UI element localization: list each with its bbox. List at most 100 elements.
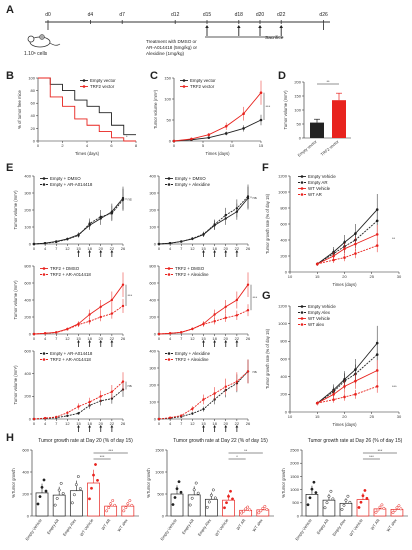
data-point bbox=[246, 505, 250, 509]
data-point bbox=[66, 328, 69, 331]
series-line-1 bbox=[316, 209, 378, 265]
y-tick-label: 300 bbox=[24, 190, 31, 195]
data-point bbox=[77, 323, 80, 326]
panel-label-h: H bbox=[6, 432, 14, 444]
data-point bbox=[121, 304, 125, 308]
data-point bbox=[55, 496, 59, 500]
data-point bbox=[342, 503, 346, 507]
stat-label: *** bbox=[369, 454, 374, 459]
data-point bbox=[354, 379, 357, 383]
x-tick-label: 20 bbox=[99, 336, 104, 341]
y-tick-label: 2000 bbox=[290, 461, 300, 466]
y-tick-label: 2500 bbox=[290, 447, 300, 452]
chart-g: 0 200 400 600 800 1000 1200 10 15 20 25 30 Tumor gro… bbox=[265, 303, 402, 427]
data-point bbox=[76, 475, 80, 478]
stat-label: *** bbox=[128, 293, 133, 298]
y-tick-label: 200 bbox=[149, 314, 156, 319]
x-tick-label: 10 bbox=[288, 414, 293, 419]
bar bbox=[332, 100, 346, 138]
bar bbox=[104, 505, 118, 517]
chart-f: 0 200 400 600 800 1000 1200 10 15 20 25 30 Tumor gro… bbox=[265, 173, 402, 287]
y-tick-label: 150 bbox=[164, 75, 171, 80]
data-point bbox=[190, 496, 194, 500]
x-tick-label: WT alex bbox=[116, 518, 128, 533]
data-point bbox=[363, 489, 367, 492]
x-tick-label: 0 bbox=[37, 143, 40, 148]
y-tick-label: 800 bbox=[24, 263, 31, 268]
x-tick-label: 26 bbox=[121, 246, 126, 251]
y-tick-label: 100 bbox=[24, 224, 31, 229]
x-tick-label: 0 bbox=[33, 246, 36, 251]
x-tick-label: 25 bbox=[370, 274, 375, 279]
data-point bbox=[374, 510, 378, 514]
x-tick-label: 10 bbox=[230, 143, 235, 148]
data-point bbox=[92, 473, 95, 477]
chart-e2: 0 100 200 300 400 0 4 7 12 15 18 20 22 26 Empty + DMSO… bbox=[149, 173, 257, 257]
treatment-arrowhead bbox=[99, 250, 103, 253]
x-tick-label: 15 bbox=[76, 421, 81, 426]
data-point bbox=[177, 480, 181, 484]
data-point bbox=[57, 488, 61, 492]
data-point bbox=[213, 313, 216, 316]
treatment-arrowhead bbox=[205, 25, 209, 28]
y-tick-label: 600 bbox=[22, 447, 29, 452]
x-tick-label: 20 bbox=[99, 421, 104, 426]
data-point bbox=[66, 414, 69, 418]
data-point bbox=[382, 506, 386, 510]
data-point bbox=[378, 505, 382, 509]
stat-label: ** bbox=[392, 236, 396, 241]
panel-label-c: C bbox=[150, 70, 158, 82]
treatment-arrowhead bbox=[99, 425, 103, 428]
x-tick-label: Empty AR bbox=[181, 518, 195, 536]
data-point bbox=[32, 417, 36, 421]
y-tick-label: 200 bbox=[149, 382, 156, 387]
data-point bbox=[90, 486, 93, 490]
y-tick-label: 0 bbox=[29, 331, 32, 336]
legend-marker bbox=[300, 323, 304, 326]
chart-e3: 0 200 400 600 800 0 4 7 12 15 18 20 22 26 Tumor volume… bbox=[13, 263, 133, 347]
treatment-arrowhead bbox=[77, 425, 80, 428]
mouse-icon bbox=[27, 34, 61, 48]
y-tick-label: 0 bbox=[169, 138, 172, 143]
y-tick-label: 400 bbox=[149, 173, 156, 178]
legend-marker bbox=[300, 175, 304, 178]
x-tick-label: 18 bbox=[87, 246, 92, 251]
treatment-arrowhead bbox=[110, 340, 114, 343]
data-point bbox=[375, 353, 379, 356]
y-tick-label: 200 bbox=[24, 207, 31, 212]
data-point bbox=[224, 132, 228, 135]
chart-d: 0 50 100 150 200 Tumor volume (mm³) Empty vect… bbox=[283, 79, 351, 158]
legend-marker bbox=[300, 305, 304, 308]
x-tick-label: 12 bbox=[65, 336, 70, 341]
timeline-day-label: d0 bbox=[45, 12, 51, 18]
data-point bbox=[246, 195, 250, 198]
timeline-day-label: d20 bbox=[256, 12, 265, 18]
y-tick-label: 1000 bbox=[278, 189, 288, 194]
data-point bbox=[323, 506, 327, 510]
data-point bbox=[110, 312, 114, 315]
x-tick-label: 26 bbox=[246, 336, 251, 341]
x-tick-label: WT Vehicle bbox=[348, 517, 364, 537]
legend-marker bbox=[182, 85, 186, 88]
data-point bbox=[74, 483, 78, 487]
legend-label: TRF2 + DMSO bbox=[175, 266, 205, 271]
treatment-arrowhead bbox=[258, 25, 262, 28]
data-point bbox=[346, 494, 350, 498]
y-tick-label: 600 bbox=[24, 348, 31, 353]
treatment-arrowhead bbox=[213, 425, 217, 428]
treatment-text-1: Treatment with DMSO or bbox=[146, 39, 197, 44]
x-tick-label: 22 bbox=[235, 336, 240, 341]
legend-marker bbox=[300, 181, 304, 184]
treatment-arrowhead bbox=[110, 250, 114, 253]
treatment-arrowhead bbox=[202, 250, 205, 253]
chart-title: Tumor growth rate at Day 22 (% of day 15… bbox=[173, 438, 268, 444]
x-tick-label: 4 bbox=[44, 421, 47, 426]
legend-label: TRF2 vector bbox=[190, 84, 215, 89]
data-point bbox=[343, 395, 346, 399]
y-tick-label: 600 bbox=[280, 221, 287, 226]
treatment-arrowhead bbox=[99, 340, 103, 343]
y-tick-label: 0 bbox=[297, 513, 300, 518]
x-tick-label: 30 bbox=[397, 414, 402, 419]
x-axis-label: Times (days) bbox=[205, 151, 230, 156]
x-tick-label: 15 bbox=[315, 274, 320, 279]
